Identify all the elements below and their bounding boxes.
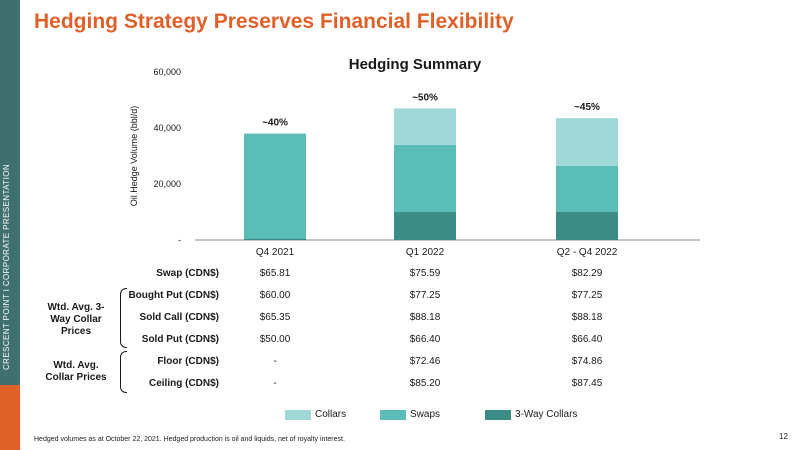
legend-label: Collars — [315, 409, 347, 420]
x-tick-label: Q1 2022 — [406, 247, 445, 258]
legend-swatch — [380, 410, 406, 420]
price-row-label: Sold Call (CDN$) — [139, 312, 219, 323]
price-cell: $87.45 — [571, 378, 603, 389]
hedging-bar-chart: Oil Hedge Volume (bbl/d) - 20,000 40,000 60,… — [129, 67, 700, 258]
group-bracket — [120, 351, 127, 393]
sidebar-accent-block — [0, 385, 20, 450]
sidebar — [0, 0, 20, 450]
price-cell: $88.18 — [571, 312, 603, 323]
bar-swaps — [556, 165, 618, 212]
footnote: Hedged volumes as at October 22, 2021. H… — [34, 436, 345, 443]
price-cell: $77.25 — [571, 290, 603, 301]
bar-swaps — [244, 133, 306, 239]
price-cell: $72.46 — [409, 356, 441, 367]
price-row-label: Swap (CDN$) — [156, 268, 219, 279]
x-tick-label: Q4 2021 — [256, 247, 295, 258]
bar-total-label: ~40% — [262, 118, 288, 129]
x-tick-label: Q2 - Q4 2022 — [557, 247, 618, 258]
legend-label: Swaps — [410, 409, 441, 420]
y-axis-label: Oil Hedge Volume (bbl/d) — [129, 106, 139, 207]
price-cell: $50.00 — [259, 334, 291, 345]
y-tick-label: 40,000 — [153, 123, 181, 133]
bar-3-way-collars — [244, 238, 306, 240]
price-row-label: Sold Put (CDN$) — [141, 334, 219, 345]
price-row-label: Floor (CDN$) — [157, 356, 219, 367]
y-tick-label: 20,000 — [153, 179, 181, 189]
price-cell: $88.18 — [409, 312, 441, 323]
bar-total-label: ~50% — [412, 92, 438, 103]
price-cell: $60.00 — [259, 290, 291, 301]
price-cell: - — [273, 356, 277, 367]
price-cell: $66.40 — [409, 334, 441, 345]
bar-3-way-collars — [556, 212, 618, 240]
price-cell: $82.29 — [571, 268, 603, 279]
slide-title: Hedging Strategy Preserves Financial Fle… — [34, 10, 514, 33]
y-tick-label: - — [178, 235, 181, 245]
bar-collars — [394, 108, 456, 145]
price-row-label: Bought Put (CDN$) — [128, 290, 219, 301]
bar-total-label: ~45% — [574, 102, 600, 113]
price-row-label: Ceiling (CDN$) — [149, 378, 219, 389]
page-number: 12 — [779, 432, 788, 441]
price-cell: $66.40 — [571, 334, 603, 345]
group-bracket — [120, 288, 127, 348]
y-tick-label: 60,000 — [153, 67, 181, 77]
bar-swaps — [394, 144, 456, 212]
chart-title: Hedging Summary — [348, 56, 482, 73]
legend-label: 3-Way Collars — [515, 409, 578, 420]
price-cell: $65.35 — [259, 312, 291, 323]
price-group-label: Wtd. Avg. Collar Prices — [45, 360, 107, 383]
price-cell: $65.81 — [259, 268, 291, 279]
price-group-label: Wtd. Avg. 3-Way Collar Prices — [47, 302, 105, 337]
price-cell: $85.20 — [409, 378, 441, 389]
legend-swatch — [485, 410, 511, 420]
price-cell: $74.86 — [571, 356, 603, 367]
price-cell: $75.59 — [409, 268, 441, 279]
bar-3-way-collars — [394, 212, 456, 240]
legend-swatch — [285, 410, 311, 420]
bar-collars — [556, 118, 618, 166]
price-cell: $77.25 — [409, 290, 441, 301]
price-cell: - — [273, 378, 277, 389]
